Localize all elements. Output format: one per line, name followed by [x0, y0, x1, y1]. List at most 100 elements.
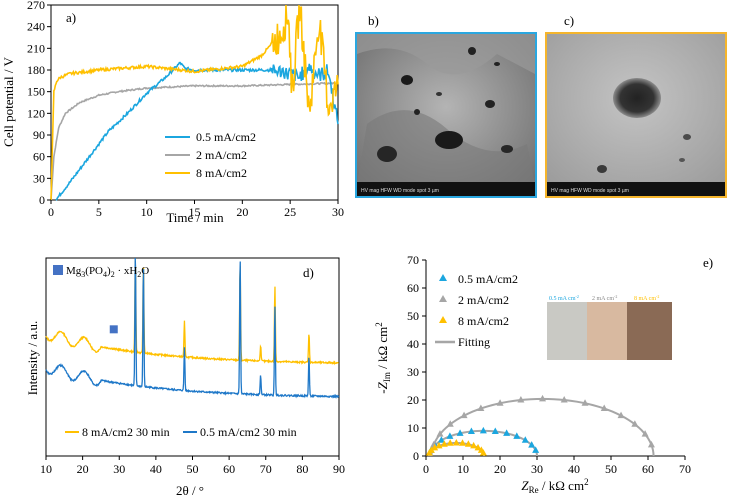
y-tick-label: 0 — [39, 193, 45, 207]
y-tick-label: 30 — [33, 171, 45, 185]
xrd-line-1 — [45, 257, 340, 400]
pore — [401, 75, 413, 85]
data-point — [647, 440, 655, 448]
x-tick-label: 40 — [150, 462, 162, 476]
data-point — [600, 404, 608, 412]
data-point — [440, 440, 448, 447]
y-tick-label: 40 — [407, 337, 419, 351]
y-tick-label: 270 — [27, 0, 45, 12]
xrd-line-0 — [45, 260, 339, 366]
data-point — [452, 438, 460, 446]
data-point — [470, 441, 478, 449]
legend-label: 2 mA/cm2 — [458, 293, 509, 307]
y-tick-label: 70 — [407, 253, 419, 267]
panel-label-c: c) — [564, 13, 575, 28]
data-point — [446, 420, 454, 427]
x-tick-label: 30 — [531, 462, 543, 476]
legend-label: 0.5 mA/cm2 — [458, 272, 518, 286]
legend: 0.5 mA/cm2 2 mA/cm2 8 mA/cm2 Fitting — [435, 272, 518, 349]
data-point — [456, 429, 464, 436]
y-tick-label: 240 — [27, 20, 45, 34]
data-point — [427, 446, 435, 453]
data-point — [477, 404, 485, 412]
x-tick-label: 10 — [40, 462, 52, 476]
legend-label: 8 mA/cm2 30 min — [82, 425, 170, 439]
series-line-2 — [50, 4, 339, 201]
pore — [613, 78, 661, 118]
y-tick-label: 60 — [33, 150, 45, 164]
data-point — [436, 430, 444, 437]
sem-info-bar: HV mag HFW WD mode spot 3 µm — [551, 188, 629, 194]
x-tick-label: 10 — [141, 205, 153, 219]
legend-swatch — [439, 274, 447, 281]
x-axis-label: ZRe / kΩ cm2 — [521, 477, 588, 495]
data-point — [479, 426, 487, 434]
data-point — [431, 443, 439, 451]
legend-label: 0.5 mA/cm2 — [196, 130, 256, 144]
data-point — [446, 432, 454, 439]
data-point — [467, 427, 475, 434]
y-tick-label: 30 — [407, 365, 419, 379]
x-tick-label: 15 — [189, 205, 201, 219]
y-tick-label: 20 — [407, 393, 419, 407]
legend-label: 0.5 mA/cm2 30 min — [200, 425, 297, 439]
data-point — [560, 395, 568, 403]
x-tick-label: 60 — [642, 462, 654, 476]
inset-label-1: 2 mA cm-2 — [592, 294, 617, 302]
x-tick-label: 60 — [223, 462, 235, 476]
x-tick-label: 90 — [333, 462, 345, 476]
inset-label-0: 0.5 mA cm-2 — [549, 294, 579, 302]
sample-photo-inset: 0.5 mA cm-2 2 mA cm-2 8 mA cm-2 — [547, 294, 672, 360]
legend-label: 2 mA/cm2 — [196, 148, 247, 162]
impedance-chart: 0 10 20 30 40 50 60 70 0 10 20 30 40 50 60 70 e) ZRe / … — [374, 253, 713, 495]
data-point — [435, 441, 443, 449]
data-point — [459, 439, 467, 446]
x-tick-label: 25 — [284, 205, 296, 219]
x-tick-label: 30 — [113, 462, 125, 476]
inset-label-2: 8 mA cm-2 — [634, 294, 659, 302]
series-line-1 — [50, 81, 339, 201]
x-tick-label: 50 — [187, 462, 199, 476]
x-tick-label: 40 — [568, 462, 580, 476]
data-point — [517, 395, 525, 403]
data-point — [503, 429, 511, 436]
y-axis-label: -ZIm / kΩ cm2 — [374, 322, 392, 393]
panel-label-d: d) — [303, 265, 314, 280]
x-tick-label: 20 — [77, 462, 89, 476]
y-tick-label: 50 — [407, 309, 419, 323]
y-axis-label: Intensity / a.u. — [25, 321, 40, 395]
data-point — [581, 399, 589, 406]
cell-potential-chart: 0 5 10 15 20 25 30 0 30 60 90 120 150 180 210 240 270 a)… — [1, 0, 344, 225]
data-point — [437, 436, 445, 443]
x-tick-label: 10 — [457, 462, 469, 476]
x-axis-label: 2θ / ° — [176, 483, 204, 498]
panel-label-b: b) — [368, 13, 379, 28]
x-tick-label: 20 — [494, 462, 506, 476]
data-point — [539, 394, 547, 402]
x-tick-label: 0 — [48, 205, 54, 219]
sem-info-bar: HV mag HFW WD mode spot 3 µm — [361, 188, 439, 194]
data-point — [474, 443, 482, 451]
data-point — [513, 432, 521, 439]
y-tick-label: 210 — [27, 41, 45, 55]
y-tick-label: 0 — [413, 449, 419, 463]
x-tick-label: 70 — [679, 462, 691, 476]
data-point — [631, 420, 639, 427]
legend: 8 mA/cm2 30 min 0.5 mA/cm2 30 min — [65, 425, 297, 439]
y-axis-label: Cell potential / V — [1, 57, 16, 147]
mg-phosphate-legend-marker — [53, 265, 63, 275]
y-tick-label: 120 — [27, 106, 45, 120]
legend-label: 8 mA/cm2 — [196, 166, 247, 180]
sem-image-b: HV mag HFW WD mode spot 3 µm — [355, 32, 537, 198]
data-point — [521, 436, 529, 443]
data-point — [479, 449, 487, 456]
x-tick-label: 70 — [260, 462, 272, 476]
data-point — [496, 399, 504, 406]
legend: 0.5 mA/cm2 2 mA/cm2 8 mA/cm2 — [165, 130, 256, 180]
y-tick-label: 60 — [407, 281, 419, 295]
fitting-arc-1 — [430, 397, 655, 457]
x-axis-label: Time / min — [166, 210, 224, 225]
legend-label: 8 mA/cm2 — [458, 314, 509, 328]
data-point — [464, 440, 472, 447]
y-tick-label: 10 — [407, 421, 419, 435]
